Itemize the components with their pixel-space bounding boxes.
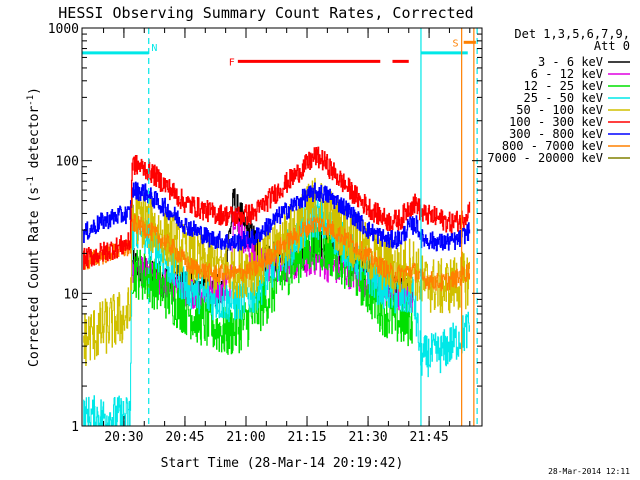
series-line-4	[83, 177, 470, 366]
footer-timestamp: 28-Mar-2014 12:11	[548, 467, 630, 476]
interval-label: S	[453, 38, 459, 49]
y-tick-label: 10	[63, 287, 79, 302]
x-tick-label: 21:00	[226, 430, 265, 445]
legend-header-2: Att 0	[594, 39, 630, 53]
series-line-1	[83, 146, 471, 270]
legend-entry-label: 25 - 50 keV	[524, 91, 603, 105]
series-line-6	[132, 217, 413, 355]
legend-entry-label: 12 - 25 keV	[524, 79, 603, 93]
legend-entry-label: 3 - 6 keV	[538, 55, 603, 69]
interval-label: N	[151, 43, 157, 54]
plot-frame	[81, 27, 483, 427]
legend-entry-label: 7000 - 20000 keV	[487, 151, 603, 165]
x-tick-label: 20:30	[104, 430, 143, 445]
legend-entry-label: 300 - 800 keV	[509, 127, 603, 141]
series-line-3	[83, 214, 470, 292]
axis-layer: 1 10 100 1000 20:30 20:45 21:00 21:15 21:30 21:45	[48, 22, 482, 445]
x-tick-label: 20:45	[165, 430, 204, 445]
x-tick-label: 21:30	[348, 430, 387, 445]
y-tick-label: 100	[56, 155, 79, 170]
interval-label: F	[229, 57, 235, 68]
y-tick-label: 1	[71, 420, 79, 435]
y-tick-label: 1000	[48, 22, 79, 37]
legend-header-1: Det 1,3,5,6,7,9,	[514, 27, 630, 41]
y-axis-label: Corrected Count Rate (s-1 detector-1)	[26, 87, 42, 367]
x-tick-label: 21:45	[410, 430, 449, 445]
interval-layer: N F S	[82, 28, 478, 426]
legend-entry-label: 800 - 7000 keV	[502, 139, 603, 153]
x-axis-label: Start Time (28-Mar-14 20:19:42)	[161, 456, 404, 471]
legend-entry-label: 6 - 12 keV	[531, 67, 603, 81]
chart-title: HESSI Observing Summary Count Rates, Cor…	[58, 4, 473, 22]
legend-entry-label: 50 - 100 keV	[516, 103, 603, 117]
x-tick-label: 21:15	[287, 430, 326, 445]
legend-entry-label: 100 - 300 keV	[509, 115, 603, 129]
series-line-2	[83, 181, 471, 252]
